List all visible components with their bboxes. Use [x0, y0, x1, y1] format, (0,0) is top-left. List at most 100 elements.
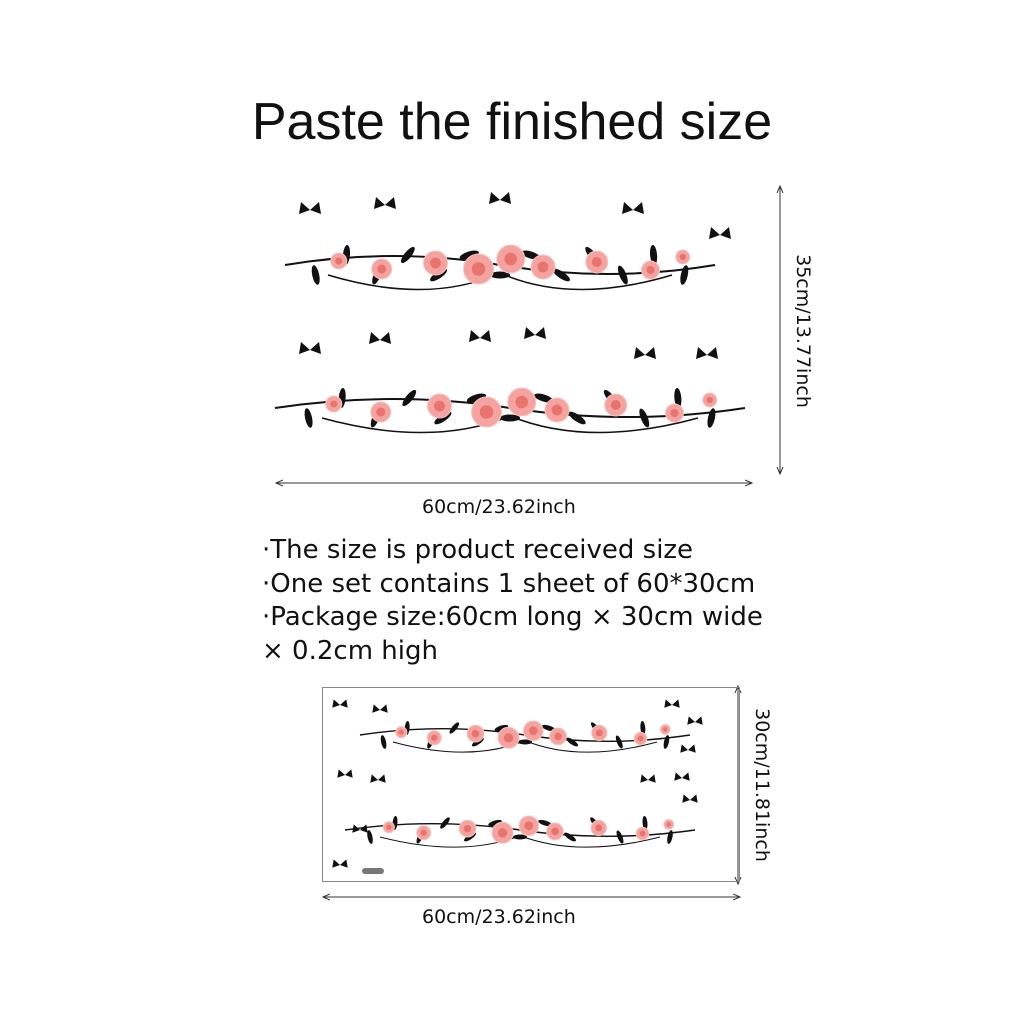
butterfly-icon — [332, 859, 348, 868]
sheet-code-tag — [362, 868, 384, 874]
leaf-icon — [304, 408, 313, 428]
leaf-icon — [642, 816, 648, 830]
rose-center — [537, 261, 549, 273]
leaf-icon — [667, 830, 673, 844]
leaf-icon — [615, 735, 623, 749]
rose-center — [666, 822, 671, 827]
info-line: ·The size is product received size — [262, 535, 694, 565]
butterfly-icon — [469, 330, 491, 342]
butterfly-icon — [696, 347, 718, 359]
leaf-icon — [564, 832, 576, 842]
butterfly-icon — [680, 744, 696, 753]
rose-center — [595, 824, 603, 832]
leaf-icon — [367, 830, 373, 844]
leaf-icon — [513, 834, 527, 840]
butterfly-icon — [674, 772, 690, 781]
info-line: ·Package size:60cm long × 30cm wide — [262, 602, 763, 632]
leaf-icon — [494, 724, 509, 732]
butterfly-icon — [489, 192, 511, 204]
sheet-height-label: 30cm/11.81inch — [751, 708, 773, 862]
rose-center — [431, 734, 438, 741]
leaf-icon — [616, 830, 624, 844]
leaf-icon — [518, 739, 532, 745]
rose-center — [610, 400, 621, 410]
rose-center — [497, 828, 508, 838]
rose-center — [524, 821, 534, 831]
rose-center — [376, 407, 386, 417]
leaf-icon — [449, 722, 460, 734]
rose-center — [386, 824, 392, 830]
rose-center — [377, 264, 387, 274]
rose-center — [430, 257, 441, 269]
leaf-icon — [538, 819, 552, 827]
butterfly-icon — [299, 342, 321, 354]
butterfly-icon — [664, 699, 680, 708]
rose-center — [398, 729, 404, 735]
butterfly-icon — [709, 227, 731, 239]
rose-center — [639, 830, 646, 837]
butterfly-icon — [372, 704, 388, 713]
rose-center — [504, 252, 518, 266]
butterfly-icon — [337, 769, 353, 778]
leaf-icon — [533, 393, 554, 403]
rose-center — [637, 735, 644, 742]
rose-center — [551, 404, 563, 416]
leaf-icon — [649, 245, 658, 265]
rose-center — [551, 827, 559, 836]
leaf-icon — [639, 408, 650, 428]
leaf-icon — [617, 265, 628, 285]
product-info: ·The size is product received size ·One … — [262, 534, 763, 668]
butterfly-icon — [682, 794, 698, 803]
leaf-icon — [566, 737, 579, 747]
butterfly-icon — [374, 197, 396, 209]
rose-center — [554, 732, 562, 741]
sheet-width-label: 60cm/23.62inch — [422, 906, 576, 928]
rose-center — [479, 405, 494, 419]
leaf-icon — [466, 393, 487, 403]
rose-center — [646, 265, 655, 275]
leaf-icon — [490, 271, 510, 279]
leaf-icon — [500, 414, 520, 422]
butterfly-icon — [352, 824, 368, 833]
rose-center — [463, 824, 472, 833]
rose-center — [595, 729, 603, 737]
rose-center — [471, 729, 480, 738]
leaf-icon — [459, 250, 479, 260]
butterfly-icon — [332, 699, 348, 708]
leaf-icon — [568, 411, 586, 425]
rose-center — [591, 257, 602, 267]
page-title: Paste the finished size — [251, 93, 773, 151]
butterfly-icon — [622, 202, 644, 214]
butterfly-icon — [640, 774, 656, 783]
butterfly-icon — [369, 332, 391, 344]
leaf-icon — [640, 721, 646, 735]
rose-center — [434, 400, 445, 412]
leaf-icon — [674, 388, 682, 408]
leaf-icon — [680, 265, 689, 285]
rose-center — [335, 257, 343, 265]
leaf-icon — [663, 735, 670, 749]
leaf-icon — [440, 817, 450, 829]
decal-sheet — [322, 687, 740, 882]
butterfly-icon — [370, 774, 386, 783]
info-line: × 0.2cm high — [262, 635, 438, 666]
leaf-icon — [402, 389, 417, 407]
butterfly-icon — [524, 327, 546, 339]
leaf-icon — [707, 408, 716, 428]
leaf-icon — [401, 246, 415, 264]
leaf-icon — [311, 265, 320, 285]
leaf-icon — [552, 268, 570, 282]
rose-center — [420, 829, 427, 836]
butterfly-icon — [687, 716, 703, 725]
rose-center — [503, 733, 514, 743]
finished-height-label: 35cm/13.77inch — [792, 254, 814, 408]
leaf-icon — [380, 735, 387, 749]
rose-center — [679, 253, 686, 261]
rose-center — [330, 400, 338, 408]
leaf-icon — [488, 819, 502, 827]
info-line: ·One set contains 1 sheet of 60*30cm — [262, 568, 756, 599]
rose-center — [515, 395, 529, 409]
finished-width-label: 60cm/23.62inch — [422, 496, 576, 518]
butterfly-icon — [299, 202, 321, 214]
